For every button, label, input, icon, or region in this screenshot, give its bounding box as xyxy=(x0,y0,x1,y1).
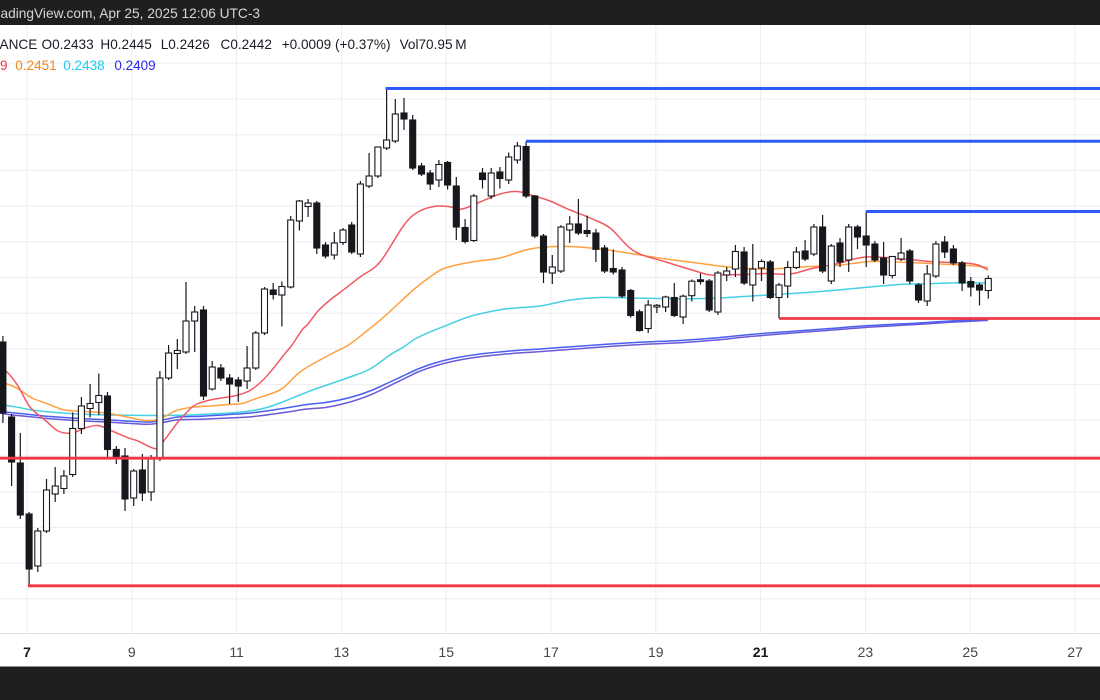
svg-text:7: 7 xyxy=(23,644,31,660)
svg-text:9: 9 xyxy=(128,644,136,660)
svg-text:H0.2445: H0.2445 xyxy=(100,37,151,52)
svg-text:13: 13 xyxy=(334,644,350,660)
svg-text:21: 21 xyxy=(753,644,769,660)
svg-text:23: 23 xyxy=(858,644,874,660)
svg-text:15: 15 xyxy=(438,644,454,660)
svg-text:0.2438: 0.2438 xyxy=(63,58,104,73)
svg-text:9: 9 xyxy=(0,58,8,73)
svg-text:adingView.com, Apr 25, 2025 12: adingView.com, Apr 25, 2025 12:06 UTC-3 xyxy=(1,5,261,21)
svg-text:17: 17 xyxy=(543,644,559,660)
svg-text:ANCE: ANCE xyxy=(0,37,37,52)
svg-text:+0.0009 (+0.37%): +0.0009 (+0.37%) xyxy=(282,37,391,52)
svg-text:25: 25 xyxy=(962,644,978,660)
svg-text:11: 11 xyxy=(229,644,244,660)
svg-text:0.2409: 0.2409 xyxy=(114,58,155,73)
svg-text:C0.2442: C0.2442 xyxy=(221,37,272,52)
svg-text:27: 27 xyxy=(1067,644,1083,660)
svg-text:L0.2426: L0.2426 xyxy=(161,37,210,52)
svg-text:0.2451: 0.2451 xyxy=(15,58,56,73)
svg-text:19: 19 xyxy=(648,644,664,660)
svg-text:Vol70.95 M: Vol70.95 M xyxy=(400,37,467,52)
svg-text:O0.2433: O0.2433 xyxy=(42,37,94,52)
